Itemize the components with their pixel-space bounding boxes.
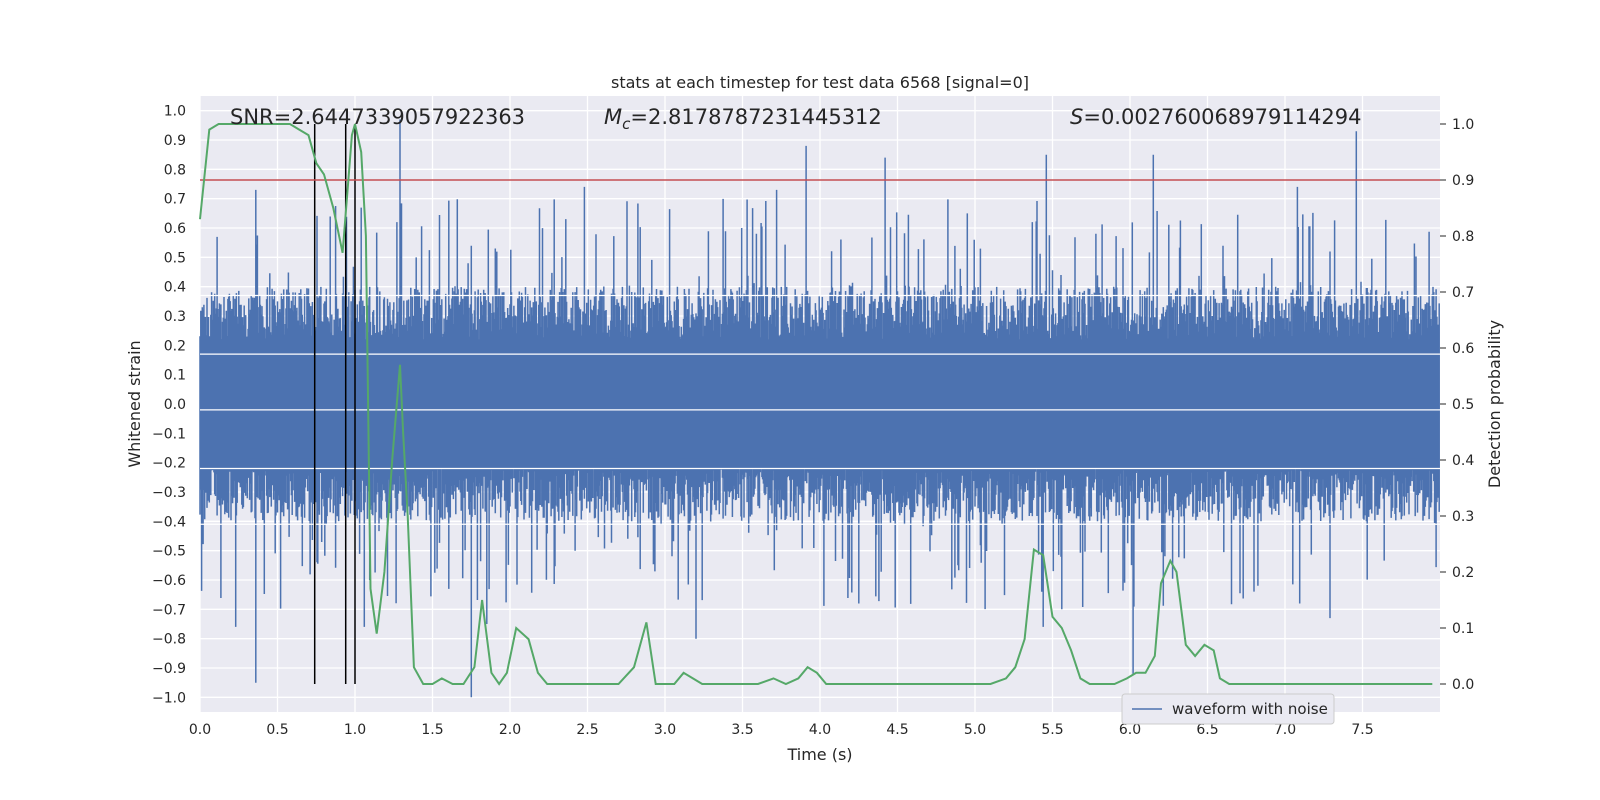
y-right-tick-label: 0.6 — [1452, 341, 1474, 357]
s-annotation: S=0.002760068979114294 — [1070, 105, 1361, 129]
y-left-tick-label: −0.5 — [152, 544, 186, 560]
mc-value: =2.8178787231445312 — [630, 105, 881, 129]
mc-subscript: c — [622, 115, 631, 133]
x-tick-label: 5.5 — [1041, 722, 1063, 738]
y-left-tick-label: 0.9 — [164, 133, 186, 149]
x-tick-label: 6.0 — [1119, 722, 1141, 738]
detection-probability-line — [199, 123, 1433, 686]
waveform-series — [199, 119, 1440, 698]
y-ticks-left: 1.0 0.9 0.8 0.7 0.6 0.5 0.4 0.3 0.2 0.1 0.0 −0.1 −0.… — [152, 104, 186, 707]
x-tick-label: 6.5 — [1196, 722, 1218, 738]
y-left-tick-label: −0.9 — [152, 661, 186, 677]
chart-title: stats at each timestep for test data 656… — [611, 73, 1029, 92]
y-left-tick-label: 0.3 — [164, 309, 186, 325]
x-tick-label: 3.0 — [654, 722, 676, 738]
y-right-tick-label: 0.4 — [1452, 453, 1474, 469]
x-tick-label: 7.0 — [1274, 722, 1296, 738]
y-right-tick-label: 0.1 — [1452, 621, 1474, 637]
y-left-tick-label: 0.5 — [164, 250, 186, 266]
y-right-tick-label: 0.8 — [1452, 229, 1474, 245]
mc-symbol: M — [604, 105, 622, 129]
x-tick-label: 2.0 — [499, 722, 521, 738]
y-right-tick-label: 0.7 — [1452, 285, 1474, 301]
snr-annotation: SNR=2.6447339057922363 — [230, 105, 525, 129]
y-left-tick-label: 0.8 — [164, 162, 186, 178]
legend-label: waveform with noise — [1172, 700, 1328, 718]
y-left-tick-label: −1.0 — [152, 690, 186, 706]
legend: waveform with noise — [1121, 693, 1335, 725]
x-ticks: 0.0 0.5 1.0 1.5 2.0 2.5 3.0 3.5 4.0 4.5 5.0 5.5 6.0 6… — [189, 722, 1374, 738]
y-left-tick-label: −0.6 — [152, 573, 186, 589]
y-right-tick-label: 0.9 — [1452, 173, 1474, 189]
s-symbol: S — [1070, 105, 1083, 129]
y-left-tick-label: 1.0 — [164, 104, 186, 120]
x-tick-label: 4.5 — [886, 722, 908, 738]
x-tick-label: 1.0 — [344, 722, 366, 738]
y-ticks-right: 1.0 0.9 0.8 0.7 0.6 0.5 0.4 0.3 0.2 0.1 0.0 — [1440, 117, 1474, 693]
y-axis-label-left: Whitened strain — [125, 340, 144, 467]
y-right-tick-label: 0.3 — [1452, 509, 1474, 525]
y-left-tick-label: 0.2 — [164, 338, 186, 354]
x-axis-label: Time (s) — [786, 745, 852, 764]
x-tick-label: 5.0 — [964, 722, 986, 738]
mc-annotation: Mc=2.8178787231445312 — [604, 105, 882, 133]
y-right-tick-label: 0.0 — [1452, 677, 1474, 693]
y-left-tick-label: −0.4 — [152, 514, 186, 530]
y-left-tick-label: −0.1 — [152, 426, 186, 442]
y-left-tick-label: −0.2 — [152, 456, 186, 472]
y-right-tick-label: 0.5 — [1452, 397, 1474, 413]
x-tick-label: 3.5 — [731, 722, 753, 738]
y-right-tick-label: 0.2 — [1452, 565, 1474, 581]
x-tick-label: 1.5 — [421, 722, 443, 738]
x-tick-label: 0.0 — [189, 722, 211, 738]
y-left-tick-label: −0.3 — [152, 485, 186, 501]
y-left-tick-label: −0.8 — [152, 632, 186, 648]
y-left-tick-label: 0.7 — [164, 192, 186, 208]
detection-probability-series — [199, 123, 1433, 686]
x-tick-label: 0.5 — [266, 722, 288, 738]
s-value: =0.002760068979114294 — [1083, 105, 1361, 129]
y-left-tick-label: 0.0 — [164, 397, 186, 413]
y-left-tick-label: 0.6 — [164, 221, 186, 237]
x-tick-label: 4.0 — [809, 722, 831, 738]
y-left-tick-label: −0.7 — [152, 602, 186, 618]
x-tick-label: 2.5 — [576, 722, 598, 738]
x-tick-label: 7.5 — [1351, 722, 1373, 738]
y-left-tick-label: 0.1 — [164, 368, 186, 384]
y-right-tick-label: 1.0 — [1452, 117, 1474, 133]
y-left-tick-label: 0.4 — [164, 280, 186, 296]
y-axis-label-right: Detection probability — [1485, 320, 1504, 488]
legend-box — [1121, 693, 1335, 725]
